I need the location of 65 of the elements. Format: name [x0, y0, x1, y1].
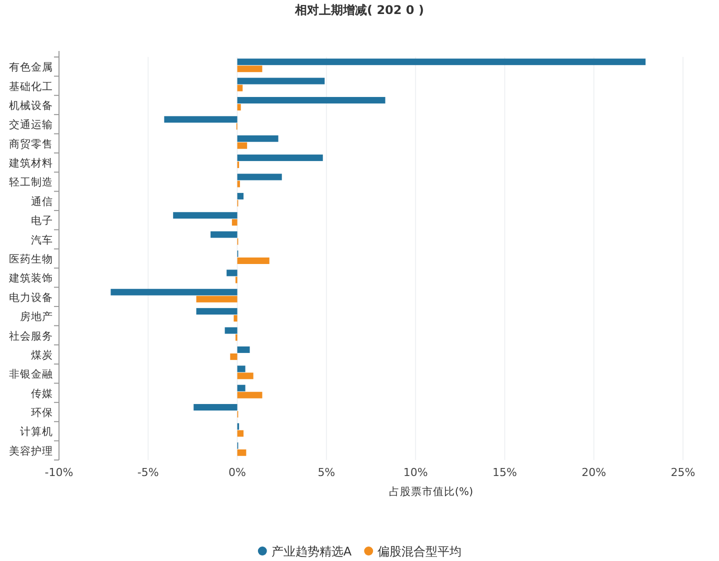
- bar: [237, 392, 262, 398]
- bar: [237, 258, 270, 264]
- bar: [224, 327, 238, 334]
- bar: [237, 174, 282, 180]
- bar: [237, 366, 246, 372]
- y-tick-label: 电子: [31, 214, 53, 228]
- y-tick-label: 商贸零售: [9, 137, 53, 150]
- bar: [237, 154, 323, 162]
- x-axis-title: 占股票市值比(%): [388, 485, 474, 498]
- bar: [237, 384, 246, 392]
- bar: [173, 212, 238, 219]
- bar: [237, 104, 241, 110]
- y-tick-label: 电力设备: [9, 290, 53, 304]
- y-tick-label: 煤炭: [31, 348, 53, 362]
- y-tick-label: 建筑材料: [8, 156, 53, 170]
- chart-title: 相对上期增减( 202 0 ): [294, 3, 424, 17]
- bar: [237, 192, 244, 200]
- y-tick-label: 环保: [31, 407, 53, 420]
- bar: [230, 353, 238, 360]
- x-tick-label: 10%: [403, 466, 428, 479]
- x-tick-label: 15%: [492, 466, 517, 479]
- x-tick-label: 25%: [670, 466, 696, 479]
- bar: [232, 219, 238, 226]
- x-tick-label: 20%: [582, 466, 606, 479]
- x-tick-label: -5%: [137, 466, 159, 479]
- bar: [237, 346, 250, 353]
- y-tick-label: 轻工制造: [9, 176, 53, 189]
- y-tick-label: 通信: [31, 194, 53, 208]
- y-tick-label: 传媒: [31, 388, 53, 400]
- bar: [110, 288, 238, 296]
- y-tick-label: 医药生物: [9, 252, 53, 266]
- y-tick-label: 计算机: [20, 425, 53, 438]
- bar: [237, 142, 248, 149]
- bar: [237, 96, 386, 104]
- bar: [237, 78, 325, 84]
- bar: [196, 308, 238, 315]
- bar: [210, 231, 238, 238]
- legend-label: 偏股混合型平均: [378, 544, 462, 558]
- bar: [237, 430, 244, 437]
- bar: [237, 135, 278, 142]
- y-tick-label: 美容护理: [9, 444, 53, 458]
- bar: [164, 116, 238, 123]
- x-tick-label: 5%: [318, 466, 336, 479]
- bar: [237, 66, 262, 72]
- y-tick-label: 汽车: [31, 233, 53, 246]
- bar: [226, 270, 238, 276]
- y-tick-label: 非银金融: [9, 368, 53, 381]
- legend-label: 产业趋势精选A: [271, 544, 352, 558]
- y-tick-label: 交通运输: [9, 118, 53, 132]
- x-tick-label: 0%: [228, 466, 246, 479]
- bar: [234, 315, 238, 322]
- bar: [194, 404, 238, 411]
- bar: [237, 372, 254, 380]
- bar: [237, 58, 646, 66]
- bar: [237, 84, 243, 92]
- y-tick-label: 社会服务: [9, 329, 53, 342]
- bar: [196, 296, 238, 302]
- x-tick-label: -10%: [44, 466, 74, 479]
- y-tick-label: 有色金属: [9, 62, 53, 74]
- y-tick-label: 基础化工: [9, 80, 53, 93]
- bar: [237, 449, 246, 456]
- y-tick-label: 房地产: [20, 310, 53, 324]
- y-tick-label: 机械设备: [9, 98, 53, 112]
- y-tick-label: 建筑装饰: [8, 272, 53, 285]
- bar: [237, 180, 240, 188]
